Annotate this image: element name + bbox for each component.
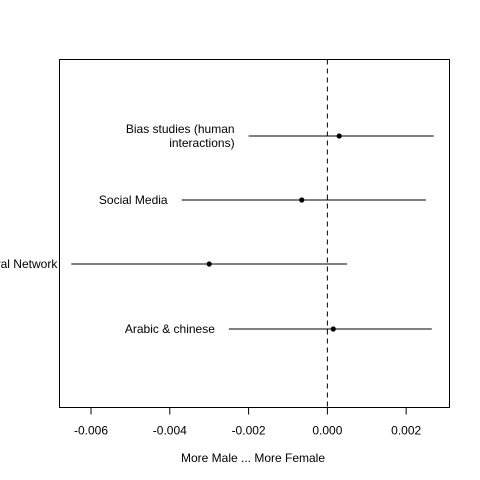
x-tick-label: 0.000 <box>312 424 342 438</box>
row-label: Social Media <box>99 193 168 207</box>
x-axis: -0.006 -0.004 -0.002 0.000 0.002 <box>74 407 422 438</box>
x-tick-label: -0.002 <box>232 424 266 438</box>
point-estimate <box>330 326 336 332</box>
forest-row: ral Network <box>0 257 348 271</box>
point-estimate <box>336 133 342 139</box>
forest-row: Social Media <box>99 193 426 207</box>
x-tick-label: -0.006 <box>74 424 108 438</box>
row-label: ral Network <box>0 257 58 271</box>
row-label: Arabic & chinese <box>125 322 215 336</box>
point-estimate <box>206 261 212 267</box>
row-label: Bias studies (human <box>126 122 235 136</box>
plot-frame <box>59 59 450 408</box>
x-axis-label: More Male ... More Female <box>181 451 325 465</box>
x-tick-label: -0.004 <box>153 424 187 438</box>
forest-row: Arabic & chinese <box>125 322 432 336</box>
row-label: interactions) <box>169 136 234 150</box>
point-estimate <box>299 197 305 203</box>
x-tick-label: 0.002 <box>391 424 421 438</box>
